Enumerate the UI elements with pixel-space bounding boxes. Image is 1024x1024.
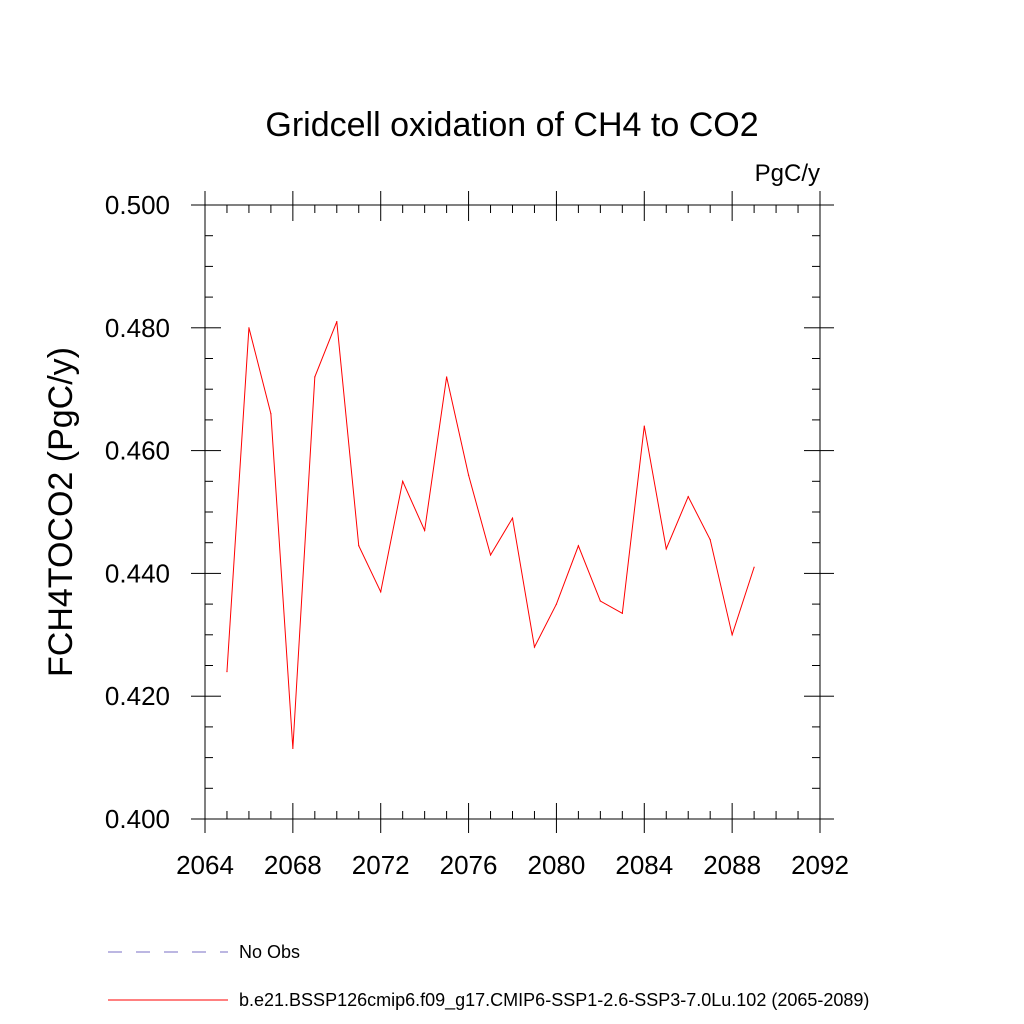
x-tick-labels: 2064 2068 2072 2076 2080 2084 2088 2092 xyxy=(176,850,849,880)
data-point xyxy=(731,634,733,636)
data-point xyxy=(402,480,404,482)
data-point xyxy=(599,600,601,602)
data-point xyxy=(358,545,360,547)
data-point xyxy=(577,545,579,547)
data-point xyxy=(687,496,689,498)
data-point xyxy=(753,566,755,568)
x-tick-label: 2080 xyxy=(528,850,586,880)
data-point xyxy=(314,376,316,378)
chart-title: Gridcell oxidation of CH4 to CO2 xyxy=(265,106,758,144)
data-point xyxy=(292,747,294,749)
plot-frame xyxy=(204,204,821,820)
data-point xyxy=(424,529,426,532)
data-point xyxy=(226,671,228,673)
data-point xyxy=(511,517,514,519)
series-line xyxy=(226,321,755,749)
y-tick-label: 0.480 xyxy=(105,313,170,343)
legend: No Obs b.e21.BSSP126cmip6.f09_g17.CMIP6-… xyxy=(108,942,869,1011)
data-point xyxy=(621,612,623,614)
x-tick-label: 2076 xyxy=(440,850,498,880)
y-axis-label: FCH4TOCO2 (PgC/y) xyxy=(42,347,80,677)
y-tick-label: 0.400 xyxy=(105,804,170,834)
y-tick-labels: 0.400 0.420 0.440 0.460 0.480 0.500 xyxy=(105,190,170,834)
legend-label-no-obs: No Obs xyxy=(239,942,300,962)
x-tick-label: 2064 xyxy=(176,850,234,880)
x-tick-label: 2088 xyxy=(703,850,761,880)
axis-ticks xyxy=(191,191,834,833)
data-point xyxy=(555,603,558,605)
y-tick-label: 0.500 xyxy=(105,190,170,220)
units-label: PgC/y xyxy=(755,160,820,187)
series-layer xyxy=(226,321,755,749)
legend-label-model-run: b.e21.BSSP126cmip6.f09_g17.CMIP6-SSP1-2.… xyxy=(239,990,869,1011)
data-point xyxy=(270,413,272,415)
data-point xyxy=(533,646,536,648)
y-tick-label: 0.460 xyxy=(105,436,170,466)
y-tick-label: 0.440 xyxy=(105,558,170,588)
x-tick-label: 2068 xyxy=(264,850,322,880)
data-point xyxy=(446,376,448,378)
data-point xyxy=(248,327,250,329)
data-point xyxy=(643,425,645,427)
data-point xyxy=(709,539,711,541)
y-tick-label: 0.420 xyxy=(105,681,170,711)
data-point xyxy=(336,321,338,323)
data-point xyxy=(489,554,492,556)
data-point xyxy=(467,474,470,476)
x-tick-label: 2072 xyxy=(352,850,410,880)
data-point xyxy=(380,591,382,593)
x-tick-label: 2084 xyxy=(615,850,673,880)
x-tick-label: 2092 xyxy=(791,850,849,880)
data-point xyxy=(665,548,667,550)
